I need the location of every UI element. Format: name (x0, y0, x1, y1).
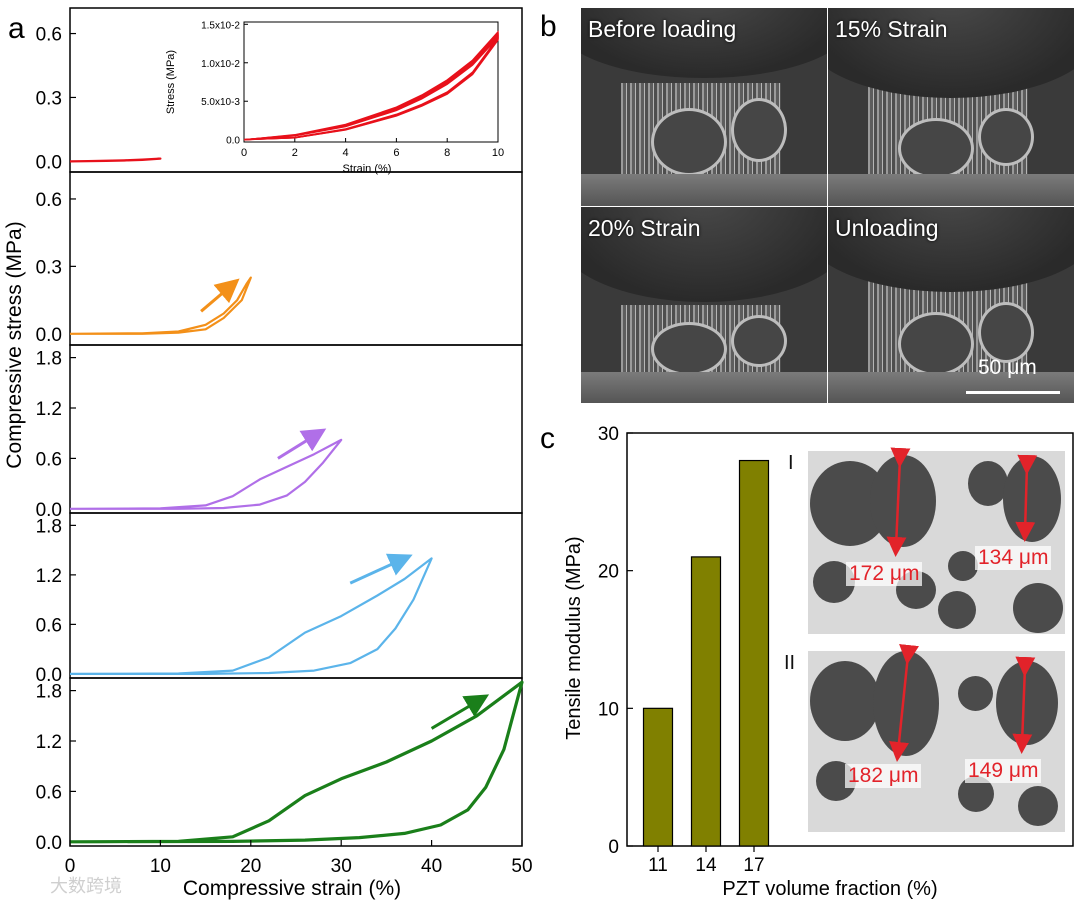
panel-c-xlabel: PZT volume fraction (%) (722, 878, 937, 900)
ytick-label-purple: 0.6 (36, 449, 62, 470)
inset-xtick-label: 6 (393, 147, 399, 159)
ytick-label-blue: 0.0 (36, 665, 62, 686)
inset-xtick-label: 0 (241, 147, 247, 159)
bar-chart-frame (626, 432, 1074, 847)
inset-xtick-label: 4 (343, 147, 349, 159)
ytick-label-orange: 0.6 (36, 190, 62, 211)
ytick-label-green: 1.8 (36, 682, 62, 703)
measure-arrow-149 (1012, 656, 1036, 754)
measure-label-182: 182 μm (845, 764, 922, 788)
bar-category-label: 14 (695, 855, 717, 876)
measure-label-172: 172 μm (846, 562, 923, 586)
measure-arrows (886, 447, 1038, 762)
stress-strain-loop-red (69, 157, 162, 163)
xtick-label: 50 (511, 856, 532, 877)
sem-label-20-strain: 20% Strain (588, 215, 701, 241)
subplot-frame-green (69, 677, 523, 847)
measure-arrow-182 (889, 644, 919, 762)
sem-label-unloading: Unloading (835, 215, 939, 241)
measure-label-149: 149 μm (965, 759, 1042, 783)
stress-strain-loop-purple (69, 438, 343, 510)
xtick-label: 30 (331, 856, 352, 877)
loading-direction-arrow-green (430, 694, 490, 730)
micrograph-I (808, 451, 1065, 634)
xtick-label: 40 (421, 856, 442, 877)
bar-ytick-label: 0 (608, 837, 619, 858)
inset-xtick-label: 10 (492, 147, 504, 159)
bar-ytick-label: 10 (598, 699, 619, 720)
inset-xtick-label: 8 (444, 147, 450, 159)
bar-17 (738, 459, 770, 847)
panel-a-ylabel: Compressive stress (MPa) (3, 221, 26, 468)
ytick-label-green: 0.6 (36, 782, 62, 803)
scale-bar (966, 391, 1060, 394)
inset-cycle-line (243, 30, 499, 141)
watermark: 大数跨境 (50, 876, 122, 896)
sem-label-before-loading: Before loading (588, 16, 737, 42)
micrograph-II-label: II (784, 652, 796, 674)
sem-image-before-loading (581, 8, 827, 206)
ytick-label-purple: 0.0 (36, 500, 62, 521)
micrograph-I-label: I (788, 452, 794, 474)
xtick-label: 0 (65, 856, 76, 877)
stress-strain-loop-orange (69, 276, 252, 335)
panel-a-chart: 0.00.30.60.00.30.60.00.61.21.80.00.61.21… (36, 7, 533, 877)
ytick-label-orange: 0.3 (36, 257, 62, 278)
ytick-label-blue: 1.8 (36, 516, 62, 537)
stress-strain-loop-blue (69, 557, 433, 676)
ytick-label-orange: 0.0 (36, 325, 62, 346)
sem-label-15-strain: 15% Strain (835, 16, 948, 42)
inset-ytick-label: 5.0x10-3 (201, 97, 240, 108)
inset-ytick-label: 1.5x10-2 (201, 20, 240, 31)
ytick-label-blue: 1.2 (36, 566, 62, 587)
ytick-label-purple: 1.2 (36, 399, 62, 420)
measure-arrow-134 (1015, 454, 1038, 542)
inset-chart: 0 2 4 6 8 10 0.0 5.0x10-3 1.0x10-2 1.5x10-2 (201, 20, 504, 159)
xtick-label: 20 (240, 856, 261, 877)
panel-c-ylabel: Tensile modulus (MPa) (563, 536, 585, 739)
bar-14 (690, 556, 722, 847)
bar-ytick-label: 20 (598, 562, 619, 583)
ytick-label-red: 0.3 (36, 88, 62, 109)
bar-category-label: 11 (648, 855, 668, 876)
sem-image-15-strain (828, 8, 1074, 206)
bar-category-label: 17 (743, 855, 764, 876)
ytick-label-blue: 0.6 (36, 615, 62, 636)
sem-image-unloading (828, 207, 1074, 403)
ytick-label-red: 0.0 (36, 152, 62, 173)
ytick-label-red: 0.6 (36, 25, 62, 46)
panel-label-a: a (8, 12, 25, 45)
scale-bar-label: 50 μm (978, 356, 1037, 379)
bar-11 (642, 707, 674, 847)
panel-c-bar-chart: 0 10 20 30 11 14 17 (598, 424, 1074, 876)
subplot-frame-orange (69, 171, 523, 346)
sem-image-20-strain (581, 207, 827, 403)
loading-direction-arrow-blue (349, 553, 413, 585)
ytick-label-purple: 1.8 (36, 349, 62, 370)
inset-ytick-label: 0.0 (226, 136, 240, 147)
panel-label-c: c (540, 422, 555, 455)
loading-direction-arrow-purple (277, 428, 327, 460)
inset-ylabel: Stress (MPa) (165, 50, 177, 114)
panel-label-b: b (540, 10, 557, 43)
subplot-frame-blue (69, 512, 523, 679)
inset-ytick-label: 1.0x10-2 (201, 59, 240, 70)
stress-strain-loop-green (69, 680, 524, 844)
panel-a-xlabel: Compressive strain (%) (183, 877, 401, 900)
ytick-label-green: 1.2 (36, 732, 62, 753)
measure-label-134: 134 μm (975, 546, 1052, 570)
bar-ytick-label: 30 (598, 424, 619, 445)
ytick-label-green: 0.0 (36, 833, 62, 854)
inset-xtick-label: 2 (292, 147, 298, 159)
loading-direction-arrow-orange (200, 278, 240, 313)
xtick-label: 10 (150, 856, 171, 877)
measure-arrow-172 (886, 447, 911, 557)
inset-xlabel: Strain (%) (343, 163, 392, 175)
